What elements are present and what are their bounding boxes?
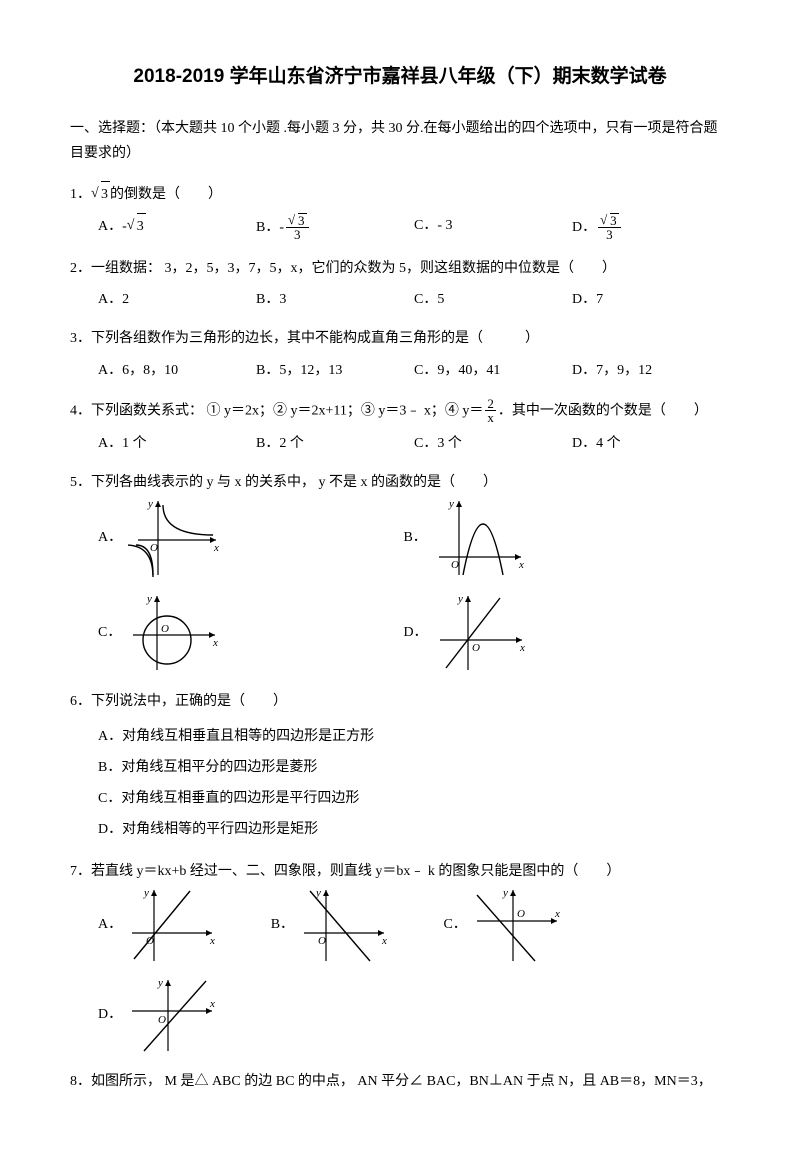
graph-circle-icon: x y O <box>127 590 222 675</box>
svg-text:y: y <box>143 887 149 899</box>
svg-text:y: y <box>146 593 152 605</box>
q5-stem: 5．下列各曲线表示的 y 与 x 的关系中， y 不是 x 的函数的是（ ） <box>70 470 730 495</box>
q3-opt-a: A．6，8，10 <box>98 358 256 383</box>
svg-text:O: O <box>318 935 326 947</box>
svg-text:y: y <box>457 593 463 605</box>
q2-stem: 2．一组数据： 3，2，5，3，7，5，x，它们的众数为 5，则这组数据的中位数… <box>70 256 730 281</box>
q6-stem: 6．下列说法中，正确的是（ ） <box>70 689 730 714</box>
graph-line-a-icon: xyO <box>128 885 218 965</box>
q7-stem: 7．若直线 y＝kx+b 经过一、二、四象限，则直线 y＝bx﹣ k 的图象只能… <box>70 859 730 884</box>
q6-opt-c: C．对角线互相垂直的四边形是平行四边形 <box>98 786 730 811</box>
svg-text:O: O <box>150 542 158 554</box>
q1-opt-a: A．-3 <box>98 213 256 242</box>
q1-stem-a: 1． <box>70 187 91 202</box>
q3-stem: 3．下列各组数作为三角形的边长，其中不能构成直角三角形的是（ ） <box>70 326 730 351</box>
q5-opt-b: B． xyO <box>403 495 668 580</box>
q4-stem-b: ．其中一次函数的个数是（ ） <box>498 403 708 418</box>
q4-opt-d: D．4 个 <box>572 431 730 456</box>
graph-line-icon: x y O <box>434 590 529 675</box>
q6-opt-a: A．对角线互相垂直且相等的四边形是正方形 <box>98 724 730 749</box>
q1-opt-b: B．-33 <box>256 213 414 242</box>
graph-hyperbola-icon: x y O <box>128 495 223 580</box>
q2-opt-d: D．7 <box>572 287 730 312</box>
q5-opt-d: D． xyO <box>403 590 668 675</box>
q4-opt-a: A．1 个 <box>98 431 256 456</box>
graph-parabola-icon: x y O <box>433 495 528 580</box>
q1-opt-d: D．33 <box>572 213 730 242</box>
graph-line-b-icon: xyO <box>300 885 390 965</box>
q3-opt-c: C．9，40，41 <box>414 358 572 383</box>
svg-text:O: O <box>158 1014 166 1026</box>
svg-text:x: x <box>381 935 387 947</box>
q4-stem-a: 4．下列函数关系式： ① y＝2x；② y＝2x+11；③ y＝3﹣ x；④ y… <box>70 403 483 418</box>
svg-text:y: y <box>448 498 454 510</box>
q4-opt-b: B．2 个 <box>256 431 414 456</box>
q7-opt-c: C． xyO <box>443 885 576 965</box>
question-2: 2．一组数据： 3，2，5，3，7，5，x，它们的众数为 5，则这组数据的中位数… <box>70 256 730 312</box>
q6-opt-d: D．对角线相等的平行四边形是矩形 <box>98 817 730 842</box>
svg-text:x: x <box>213 542 219 554</box>
svg-text:y: y <box>147 498 153 510</box>
svg-text:x: x <box>212 637 218 649</box>
q2-opt-b: B．3 <box>256 287 414 312</box>
question-1: 1．3的倒数是（ ） A．-3 B．-33 C．- 3 D．33 <box>70 181 730 242</box>
svg-text:O: O <box>472 642 480 654</box>
svg-text:y: y <box>157 977 163 989</box>
question-5: 5．下列各曲线表示的 y 与 x 的关系中， y 不是 x 的函数的是（ ） A… <box>70 470 730 675</box>
svg-text:x: x <box>209 935 215 947</box>
svg-text:x: x <box>209 998 215 1010</box>
question-8: 8．如图所示， M 是△ ABC 的边 BC 的中点， AN 平分∠ BAC，B… <box>70 1069 730 1094</box>
question-7: 7．若直线 y＝kx+b 经过一、二、四象限，则直线 y＝bx﹣ k 的图象只能… <box>70 859 730 1054</box>
svg-text:O: O <box>451 559 459 571</box>
q5-opt-a: A． xyO <box>98 495 363 580</box>
question-3: 3．下列各组数作为三角形的边长，其中不能构成直角三角形的是（ ） A．6，8，1… <box>70 326 730 382</box>
q3-opt-d: D．7，9，12 <box>572 358 730 383</box>
section-1-header: 一、选择题：（本大题共 10 个小题 .每小题 3 分，共 30 分.在每小题给… <box>70 116 730 166</box>
question-4: 4．下列函数关系式： ① y＝2x；② y＝2x+11；③ y＝3﹣ x；④ y… <box>70 397 730 456</box>
svg-text:x: x <box>519 642 525 654</box>
q2-opt-c: C．5 <box>414 287 572 312</box>
q6-opt-b: B．对角线互相平分的四边形是菱形 <box>98 755 730 780</box>
q1-opt-c: C．- 3 <box>414 213 572 242</box>
svg-text:x: x <box>518 559 524 571</box>
svg-text:y: y <box>502 887 508 899</box>
q2-opt-a: A．2 <box>98 287 256 312</box>
q7-opt-a: A． xyO <box>98 885 231 965</box>
q3-opt-b: B．5，12，13 <box>256 358 414 383</box>
q4-opt-c: C．3 个 <box>414 431 572 456</box>
q1-stem-b: 的倒数是（ ） <box>110 187 222 202</box>
svg-text:O: O <box>161 623 169 635</box>
question-6: 6．下列说法中，正确的是（ ） A．对角线互相垂直且相等的四边形是正方形 B．对… <box>70 689 730 845</box>
q5-opt-c: C． xyO <box>98 590 363 675</box>
graph-line-d-icon: x y O <box>128 975 218 1055</box>
q7-opt-d: D． xyO <box>98 975 231 1055</box>
graph-line-c-icon: x yO <box>473 885 563 965</box>
svg-text:O: O <box>517 908 525 920</box>
q7-opt-b: B． xyO <box>271 885 404 965</box>
q8-stem: 8．如图所示， M 是△ ABC 的边 BC 的中点， AN 平分∠ BAC，B… <box>70 1069 730 1094</box>
svg-text:x: x <box>554 908 560 920</box>
page-title: 2018-2019 学年山东省济宁市嘉祥县八年级（下）期末数学试卷 <box>70 60 730 94</box>
